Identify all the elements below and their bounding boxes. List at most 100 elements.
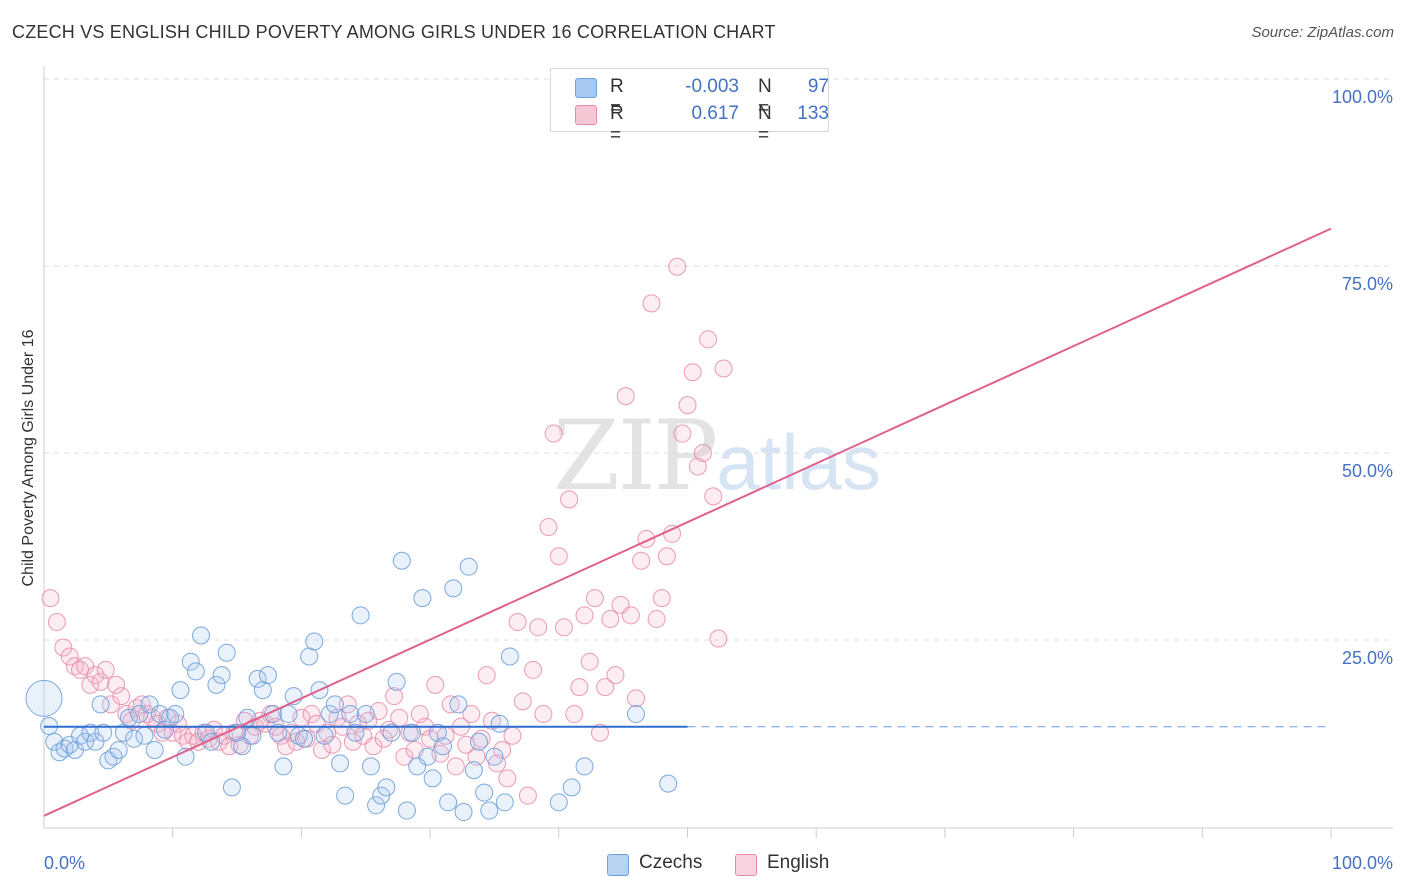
english-point [477, 666, 496, 685]
english-point [570, 678, 589, 697]
n-value: 97 [807, 76, 829, 97]
czech-point [86, 732, 105, 751]
czech-point [325, 695, 344, 714]
correlation-legend: R = -0.003 N = 97 R = 0.617 N = 133 [550, 68, 829, 146]
english-point [364, 737, 383, 756]
czech-point [397, 801, 416, 820]
czech-point [449, 695, 468, 714]
english-point [91, 672, 110, 691]
english-point [544, 424, 563, 443]
english-point [41, 589, 60, 608]
english-point [529, 618, 548, 637]
trend-lines [43, 227, 1332, 817]
english-point [60, 647, 79, 666]
czech-point [91, 695, 110, 714]
czech-point [470, 732, 489, 751]
english-point [699, 330, 718, 349]
czech-point [320, 705, 339, 724]
r-value: -0.003 [685, 76, 739, 97]
english-point [107, 675, 126, 694]
english-point [96, 660, 115, 679]
r-label: R = [610, 76, 624, 119]
english-point [621, 606, 640, 625]
source-credit: Source: ZipAtlas.com [1251, 24, 1394, 41]
czech-point [305, 632, 324, 651]
english-point [462, 705, 481, 724]
czech-point [382, 723, 401, 742]
czech-point [253, 681, 272, 700]
english-point [575, 606, 594, 625]
english-point [632, 551, 651, 570]
czech-point [464, 761, 483, 780]
czech-point [403, 723, 422, 742]
english-point [76, 657, 95, 676]
english-point [318, 723, 337, 742]
czech-point [387, 672, 406, 691]
czech-point [331, 754, 350, 773]
english-point [565, 705, 584, 724]
n-label: N = [758, 76, 772, 119]
tick-labels: 25.0% 50.0% 75.0% 100.0% 0.0% 100.0% [44, 87, 1393, 873]
czech-point [392, 551, 411, 570]
english-point [441, 695, 460, 714]
czech-point [192, 626, 211, 645]
english-point [302, 705, 321, 724]
english-point [446, 757, 465, 776]
english-point [276, 737, 295, 756]
english-point [518, 786, 537, 805]
czech-point [459, 557, 478, 576]
english-point [472, 729, 491, 748]
english-point [652, 589, 671, 608]
czech-point [367, 796, 386, 815]
english-point [312, 740, 331, 759]
y-tick-label: 25.0% [1342, 648, 1393, 668]
english-point [503, 726, 522, 745]
czech-point [428, 723, 447, 742]
n-label: N = [758, 103, 772, 146]
czech-points [25, 551, 678, 822]
english-point [554, 618, 573, 637]
english-point [616, 387, 635, 406]
english-point [678, 396, 697, 415]
czech-point [222, 778, 241, 797]
english-point [580, 652, 599, 671]
czech-point [433, 737, 452, 756]
english-point [498, 769, 517, 788]
r-label: R = [610, 103, 624, 146]
english-point [395, 747, 414, 766]
english-point [549, 547, 568, 566]
czech-point [269, 723, 288, 742]
czech-point [207, 675, 226, 694]
english-trend-line [43, 227, 1332, 817]
czech-point [377, 778, 396, 797]
czech-point [135, 726, 154, 745]
czechs-legend-label: Czechs [639, 852, 703, 873]
english-point [585, 589, 604, 608]
english-point [385, 687, 404, 706]
english-point [508, 613, 527, 632]
czech-point [186, 662, 205, 681]
czech-point [659, 774, 678, 793]
czech-point [212, 666, 231, 685]
english-point [539, 518, 558, 537]
english-legend-swatch [735, 854, 757, 876]
r-value: 0.617 [691, 103, 739, 124]
czech-point [25, 679, 63, 717]
czech-point [258, 666, 277, 685]
czech-point [274, 757, 293, 776]
english-points [41, 257, 733, 805]
czech-point [45, 732, 64, 751]
gridlines [44, 78, 1393, 641]
axes [43, 66, 1393, 838]
english-point [560, 490, 579, 509]
english-point [323, 735, 342, 754]
czech-point [439, 793, 458, 812]
x-tick-label: 100.0% [1332, 853, 1393, 873]
czech-point [627, 705, 646, 724]
czech-point [109, 740, 128, 759]
czech-point [145, 740, 164, 759]
czechs-swatch [575, 78, 597, 98]
english-point [627, 689, 646, 708]
english-point [704, 487, 723, 506]
